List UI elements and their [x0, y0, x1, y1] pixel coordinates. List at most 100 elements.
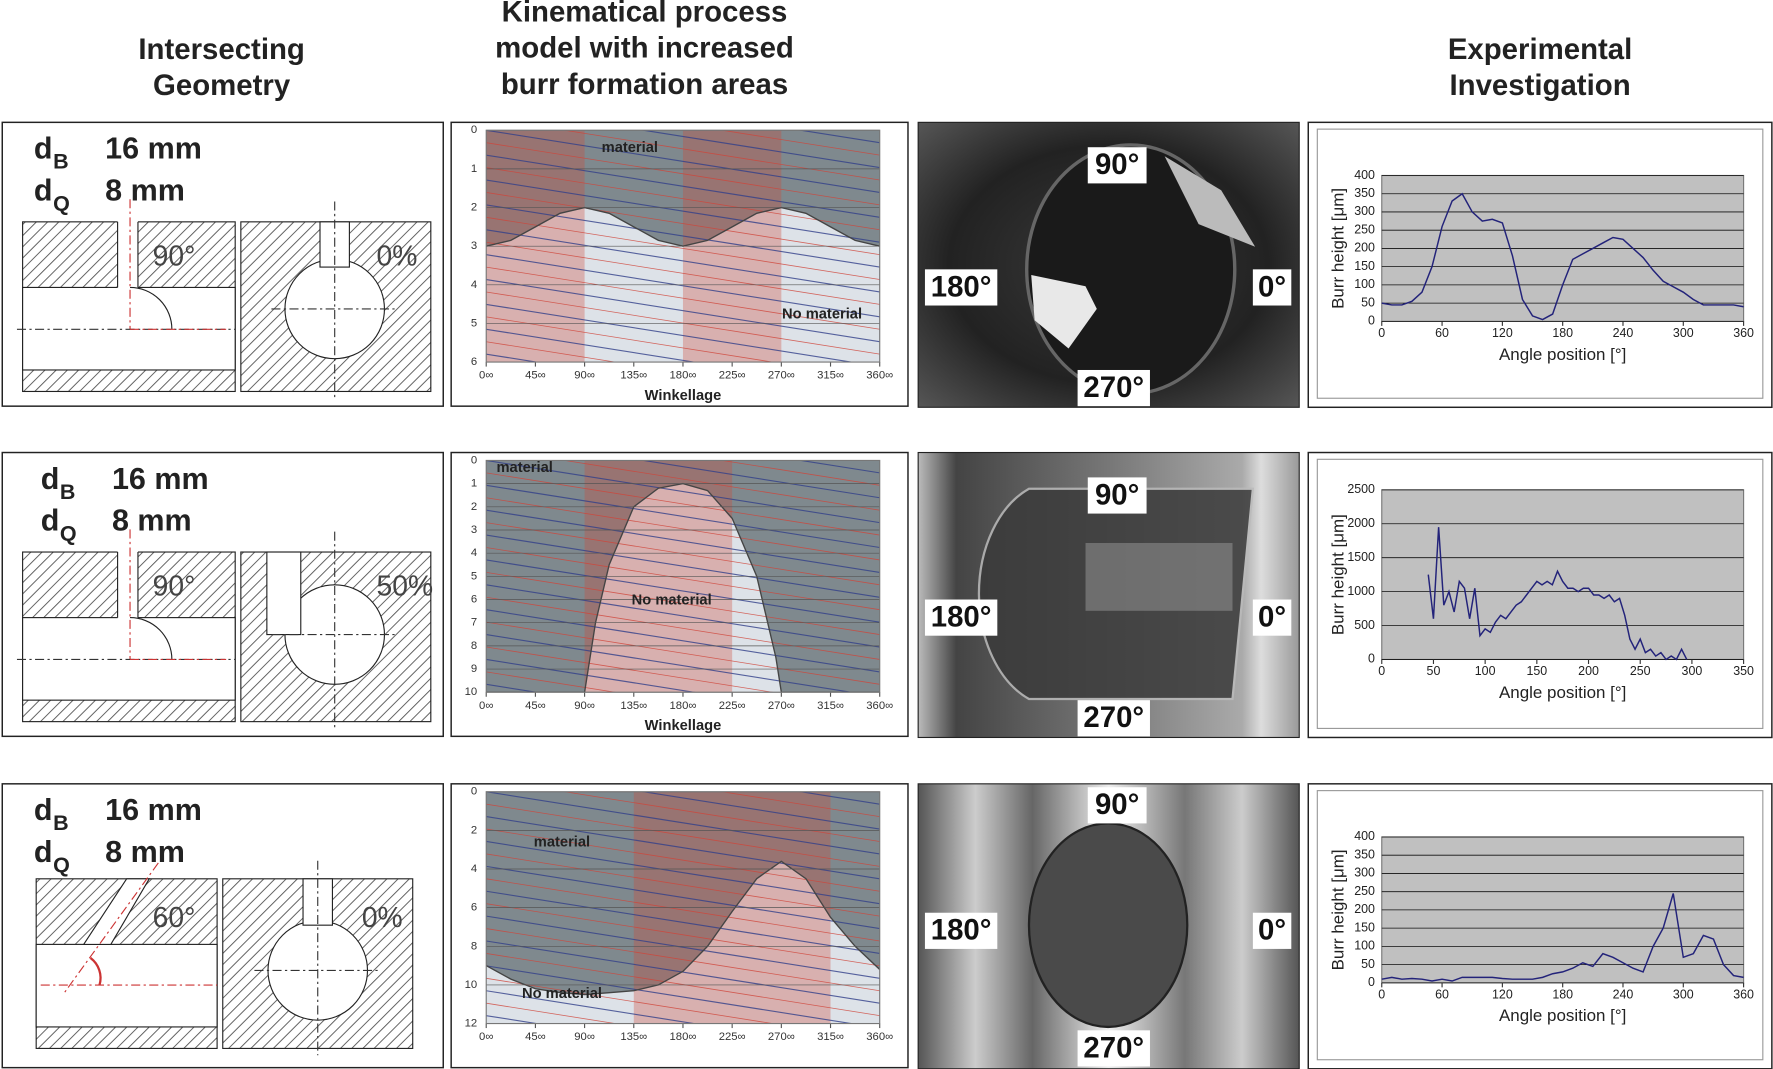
y-tick-label: 350 — [1354, 186, 1375, 200]
tool-path — [486, 915, 880, 979]
y-tick-label: 4 — [471, 279, 477, 291]
x-tick-label: 135∞ — [620, 1031, 647, 1043]
dimension-symbol: d — [41, 462, 60, 496]
tool-path — [486, 341, 618, 363]
tool-path — [486, 328, 698, 363]
plot-frame — [485, 459, 881, 693]
annotation: No material — [632, 593, 712, 609]
x-tick-label: 0 — [1378, 988, 1385, 1002]
offset-label: 0% — [362, 901, 403, 933]
x-tick-label: 135∞ — [620, 370, 647, 382]
tool-path — [486, 596, 880, 660]
offset-label: 50% — [377, 570, 434, 602]
hole — [1027, 822, 1189, 1029]
x-tick-label: 60 — [1435, 326, 1449, 340]
y-tick-label: 8 — [471, 640, 477, 652]
photo-label-bg — [924, 912, 998, 949]
cross-bore-edge — [117, 221, 139, 288]
tool-path — [486, 291, 880, 355]
annotation: material — [496, 460, 552, 476]
x-axis-label: Angle position [°] — [1499, 345, 1626, 364]
burr-highlight — [1164, 156, 1256, 247]
angle-arc — [89, 957, 102, 986]
photo-angle-label: 270° — [1083, 1031, 1144, 1064]
tool-path — [877, 791, 880, 793]
x-tick-label: 0∞ — [479, 1031, 493, 1043]
photo-label-bg — [1252, 912, 1292, 949]
y-tick-label: 1500 — [1347, 550, 1375, 564]
tool-path — [797, 130, 880, 144]
tool-path — [486, 241, 880, 305]
x-tick-label: 270∞ — [768, 700, 795, 712]
tool-path — [877, 460, 880, 461]
photo-angle-label: 180° — [931, 601, 992, 634]
y-tick-label: 100 — [1354, 939, 1375, 953]
y-tick-label: 5 — [471, 317, 477, 329]
tool-path — [486, 316, 775, 363]
x-tick-label: 270∞ — [768, 1031, 795, 1043]
tool-path — [486, 559, 880, 623]
tool-path — [486, 142, 880, 206]
intersection-angle: 90° — [153, 570, 196, 602]
x-tick-label: 250 — [1630, 664, 1651, 678]
cross-bore — [117, 550, 138, 619]
dimension-symbol: d — [34, 793, 53, 827]
y-tick-label: 2 — [471, 501, 477, 513]
tool-path — [486, 484, 880, 549]
x-tick-label: 120 — [1492, 988, 1513, 1002]
column-header: burr formation areas — [501, 68, 788, 101]
offset-label: 0% — [377, 240, 418, 272]
photo-label-bg — [1087, 147, 1147, 184]
x-tick-label: 360∞ — [866, 700, 893, 712]
x-tick-label: 360 — [1733, 326, 1754, 340]
photo-angle-label: 270° — [1083, 701, 1144, 734]
y-tick-label: 7 — [471, 617, 477, 629]
dimension-subscript: B — [53, 811, 69, 835]
dimension-value: 16 mm — [105, 132, 202, 166]
x-tick-label: 45∞ — [525, 700, 546, 712]
tool-path — [486, 903, 880, 967]
inner-frame — [1316, 458, 1764, 729]
photo-label-bg — [924, 269, 998, 306]
kinematic-plot — [486, 791, 880, 1024]
column-header: Intersecting — [138, 33, 305, 66]
tool-path — [562, 460, 880, 511]
intersection-arc — [130, 617, 173, 660]
x-tick-label: 0 — [1378, 326, 1385, 340]
dimension-value: 8 mm — [105, 835, 185, 869]
tool-path — [486, 266, 880, 330]
x-tick-label: 50 — [1427, 664, 1441, 678]
x-tick-label: 180∞ — [670, 370, 697, 382]
tool-path — [486, 154, 880, 218]
y-tick-label: 3 — [471, 240, 477, 252]
tool-path — [486, 609, 880, 673]
photo-label-bg — [1087, 477, 1147, 514]
tool-path — [486, 278, 880, 343]
tool-path — [486, 977, 775, 1024]
y-tick-label: 3 — [471, 524, 477, 536]
y-tick-label: 50 — [1361, 957, 1375, 971]
inner-frame — [1316, 790, 1764, 1061]
tool-path — [486, 534, 880, 598]
y-tick-label: 1 — [471, 163, 477, 175]
y-tick-label: 100 — [1354, 277, 1375, 291]
x-tick-label: 135∞ — [620, 700, 647, 712]
y-tick-label: 400 — [1354, 829, 1375, 843]
tool-path — [486, 803, 880, 867]
y-tick-label: 0 — [1368, 314, 1375, 328]
x-tick-label: 315∞ — [817, 700, 844, 712]
burr-boundary — [486, 860, 880, 996]
tool-path — [486, 990, 698, 1024]
tool-path — [562, 130, 880, 181]
y-tick-label: 50 — [1361, 295, 1375, 309]
x-tick-label: 300 — [1673, 988, 1694, 1002]
dimension-symbol: d — [34, 835, 53, 869]
tool-path — [486, 621, 880, 685]
photo-label-bg — [924, 599, 998, 636]
tool-path — [486, 658, 698, 693]
tool-path — [486, 828, 880, 892]
tool-path — [486, 192, 880, 256]
x-tick-label: 240 — [1613, 326, 1634, 340]
tool-path — [486, 840, 880, 905]
